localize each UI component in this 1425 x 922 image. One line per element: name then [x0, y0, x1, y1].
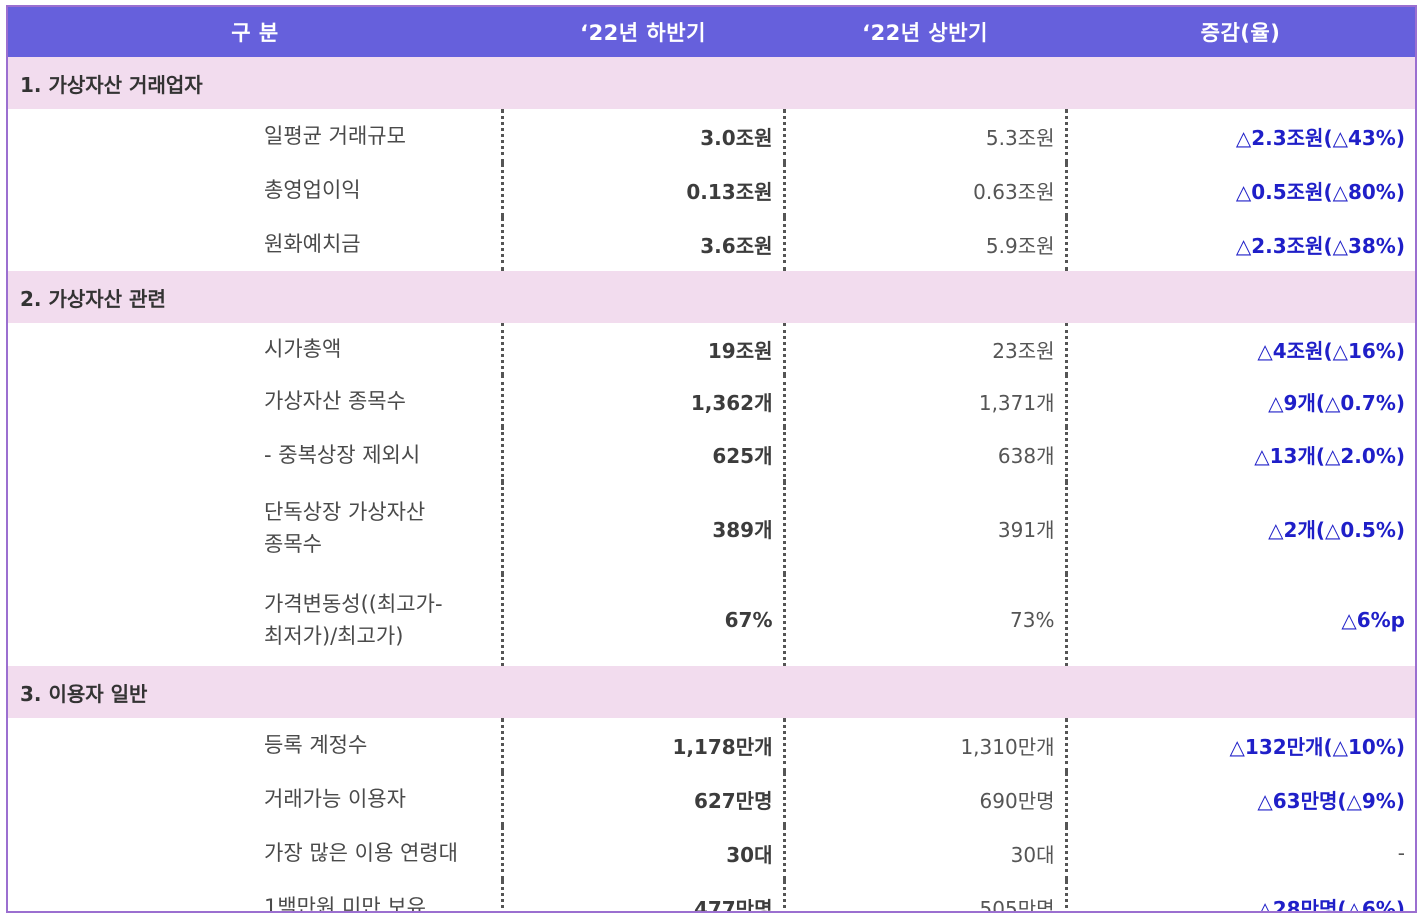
value-2022-h1: 1,310만개: [782, 718, 1066, 772]
row-label: 거래가능 이용자: [264, 787, 406, 811]
value-change: △63만명(△9%): [1064, 772, 1415, 826]
row-label: 단독상장 가상자산 종목수: [8, 482, 502, 574]
comparison-table-frame: 구 분 ‘22년 하반기 ‘22년 상반기 증감(율) 1. 가상자산 거래업자…: [6, 5, 1417, 913]
value-change: △9개(△0.7%): [1064, 375, 1415, 427]
row-label: 가상자산 종목수: [264, 389, 406, 413]
row-label-line: 가격변동성((최고가-: [264, 592, 443, 616]
table-row: 가격변동성((최고가- 최저가)/최고가) 67% 73% △6%p: [8, 574, 1415, 666]
value-2022-h1: 505만명: [782, 880, 1066, 911]
row-label: - 중복상장 제외시: [264, 442, 421, 467]
section-header-users: 3. 이용자 일반: [8, 666, 1415, 718]
row-label-line: 최저가)/최고가): [264, 624, 404, 648]
table-row: 가상자산 종목수 1,362개 1,371개 △9개(△0.7%): [8, 375, 1415, 427]
value-change: △2개(△0.5%): [1064, 482, 1415, 574]
value-2022-h2: 1,178만개: [500, 718, 784, 772]
table-row: 일평균 거래규모 3.0조원 5.3조원 △2.3조원(△43%): [8, 109, 1415, 163]
value-change: △4조원(△16%): [1064, 323, 1415, 375]
row-label: 원화예치금: [264, 232, 361, 256]
value-2022-h2: 389개: [500, 482, 784, 574]
value-change: △13개(△2.0%): [1064, 427, 1415, 482]
value-2022-h2: 627만명: [500, 772, 784, 826]
table-row: - 중복상장 제외시 625개 638개 △13개(△2.0%): [8, 427, 1415, 482]
header-category: 구 분: [8, 7, 502, 57]
value-2022-h1: 5.9조원: [782, 217, 1066, 271]
value-2022-h2: 625개: [500, 427, 784, 482]
value-2022-h1: 690만명: [782, 772, 1066, 826]
value-change: △28만명(△6%): [1064, 880, 1415, 911]
row-label: 가격변동성((최고가- 최저가)/최고가): [8, 574, 502, 666]
section-title: 1. 가상자산 거래업자: [8, 57, 1415, 109]
value-change: △0.5조원(△80%): [1064, 163, 1415, 217]
table-row: 등록 계정수 1,178만개 1,310만개 △132만개(△10%): [8, 718, 1415, 772]
value-2022-h1: 73%: [782, 574, 1066, 666]
table-row: 단독상장 가상자산 종목수 389개 391개 △2개(△0.5%): [8, 482, 1415, 574]
table-row: 거래가능 이용자 627만명 690만명 △63만명(△9%): [8, 772, 1415, 826]
section-title: 3. 이용자 일반: [8, 666, 1415, 718]
value-2022-h2: 19조원: [500, 323, 784, 375]
row-label: 등록 계정수: [264, 733, 368, 757]
table-row: 원화예치금 3.6조원 5.9조원 △2.3조원(△38%): [8, 217, 1415, 271]
value-change: △2.3조원(△38%): [1064, 217, 1415, 271]
value-2022-h2: 3.0조원: [500, 109, 784, 163]
row-label-line: 종목수: [264, 532, 322, 556]
value-2022-h1: 638개: [782, 427, 1066, 482]
value-change: △2.3조원(△43%): [1064, 109, 1415, 163]
value-2022-h2: 67%: [500, 574, 784, 666]
value-2022-h1: 23조원: [782, 323, 1066, 375]
value-2022-h1: 1,371개: [782, 375, 1066, 427]
row-label: 총영업이익: [264, 178, 361, 202]
table-row: 시가총액 19조원 23조원 △4조원(△16%): [8, 323, 1415, 375]
value-change: -: [1064, 826, 1415, 880]
row-label: 시가총액: [264, 337, 342, 361]
section-title: 2. 가상자산 관련: [8, 271, 1415, 323]
virtual-asset-comparison-table: 구 분 ‘22년 하반기 ‘22년 상반기 증감(율) 1. 가상자산 거래업자…: [8, 7, 1415, 913]
value-change: △132만개(△10%): [1064, 718, 1415, 772]
row-label-line: 단독상장 가상자산: [264, 500, 426, 524]
value-2022-h1: 391개: [782, 482, 1066, 574]
value-2022-h2: 30대: [500, 826, 784, 880]
value-2022-h1: 5.3조원: [782, 109, 1066, 163]
header-change: 증감(율): [1066, 7, 1415, 57]
value-2022-h2: 1,362개: [500, 375, 784, 427]
value-2022-h1: 0.63조원: [782, 163, 1066, 217]
table-row: 총영업이익 0.13조원 0.63조원 △0.5조원(△80%): [8, 163, 1415, 217]
row-label: 1백만원 미만 보유: [264, 895, 426, 913]
section-header-exchanges: 1. 가상자산 거래업자: [8, 57, 1415, 109]
value-2022-h2: 0.13조원: [500, 163, 784, 217]
table-row: 1백만원 미만 보유 477만명 505만명 △28만명(△6%): [8, 880, 1415, 913]
section-header-assets: 2. 가상자산 관련: [8, 271, 1415, 323]
table-row: 가장 많은 이용 연령대 30대 30대 -: [8, 826, 1415, 880]
value-2022-h1: 30대: [782, 826, 1066, 880]
header-2022-h2: ‘22년 하반기: [502, 7, 784, 57]
value-change: △6%p: [1064, 574, 1415, 666]
header-2022-h1: ‘22년 상반기: [784, 7, 1066, 57]
table-header-row: 구 분 ‘22년 하반기 ‘22년 상반기 증감(율): [8, 7, 1415, 57]
row-label: 일평균 거래규모: [264, 124, 406, 148]
value-2022-h2: 477만명: [500, 880, 784, 911]
value-2022-h2: 3.6조원: [500, 217, 784, 271]
row-label: 가장 많은 이용 연령대: [264, 841, 458, 865]
